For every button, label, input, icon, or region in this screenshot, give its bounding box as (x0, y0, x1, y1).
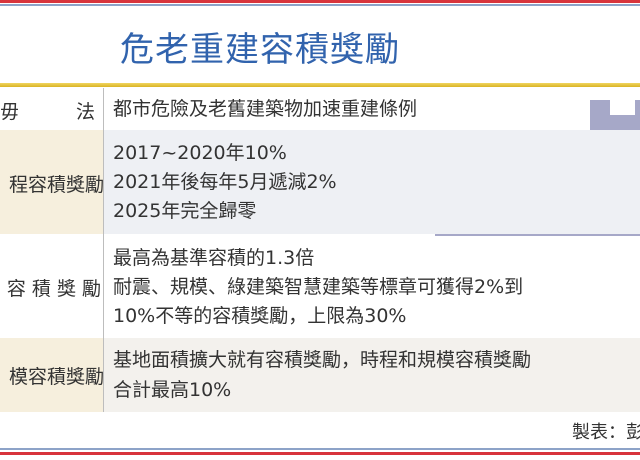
row-line: 2021年後每年5月遞減2% (113, 171, 337, 193)
row-line: 最高為基準容積的1.3倍 (113, 247, 315, 269)
row-label-cell: 程容積獎勵 (0, 130, 104, 234)
row-label: 模容積獎勵 (8, 366, 104, 388)
row-label-cell: 容 積 獎 勵 (0, 234, 104, 338)
credit-text: 製表：彭娟 (522, 418, 640, 444)
row-label: 毋 法 (0, 101, 95, 123)
credit-label: 製表：彭娟 (572, 422, 640, 443)
table-row-law: 毋 法 都市危險及老舊建築物加速重建條例 (0, 88, 640, 130)
row-line: 基地面積擴大就有容積獎勵，時程和規模容積獎勵 (113, 349, 532, 371)
row-label-cell: 模容積獎勵 (0, 338, 104, 412)
table-row-scale-bonus: 模容積獎勵 基地面積擴大就有容積獎勵，時程和規模容積獎勵 合計最高10% (0, 338, 640, 412)
table-row-timeline-bonus: 程容積獎勵 2017~2020年10% 2021年後每年5月遞減2% 2025年… (0, 130, 640, 234)
bottom-blue-border (0, 448, 640, 450)
row-line: 10%不等的容積獎勵，上限為30% (113, 305, 407, 327)
row-label: 容 積 獎 勵 (6, 278, 101, 300)
page-title: 危老重建容積獎勵 (120, 30, 400, 70)
top-red-border (0, 0, 640, 3)
table-row-base-bonus: 容 積 獎 勵 最高為基準容積的1.3倍 耐震、規模、綠建築智慧建築等標章可獲得… (0, 234, 640, 338)
row-line: 都市危險及老舊建築物加速重建條例 (113, 98, 418, 120)
row-line: 合計最高10% (113, 379, 232, 401)
bottom-red-border (0, 452, 640, 455)
row-label-cell: 毋 法 (0, 88, 104, 130)
row-line: 2017~2020年10% (113, 142, 287, 164)
row-line: 2025年完全歸零 (113, 200, 257, 222)
row-line: 耐震、規模、綠建築智慧建築等標章可獲得2%到 (113, 276, 524, 298)
row-label: 程容積獎勵 (8, 174, 104, 196)
gold-divider (0, 83, 640, 87)
top-blue-border (0, 4, 640, 6)
